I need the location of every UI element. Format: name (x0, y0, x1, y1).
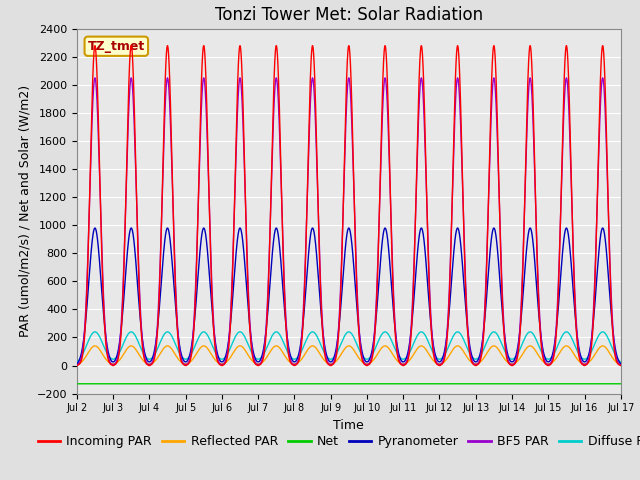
Text: TZ_tmet: TZ_tmet (88, 40, 145, 53)
X-axis label: Time: Time (333, 419, 364, 432)
Y-axis label: PAR (umol/m2/s) / Net and Solar (W/m2): PAR (umol/m2/s) / Net and Solar (W/m2) (18, 85, 31, 337)
Title: Tonzi Tower Met: Solar Radiation: Tonzi Tower Met: Solar Radiation (215, 6, 483, 24)
Legend: Incoming PAR, Reflected PAR, Net, Pyranometer, BF5 PAR, Diffuse PAR: Incoming PAR, Reflected PAR, Net, Pyrano… (33, 430, 640, 453)
